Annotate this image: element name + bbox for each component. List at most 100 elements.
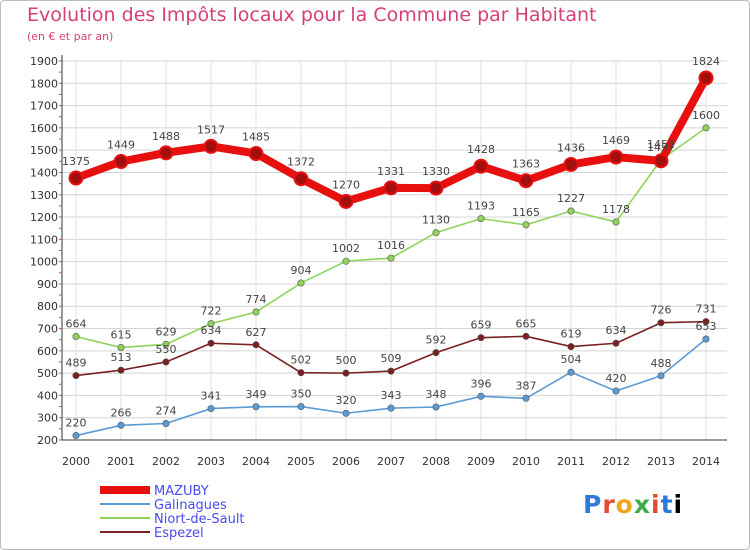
data-label: 1331 bbox=[377, 165, 405, 178]
chart-title: Evolution des Impôts locaux pour la Comm… bbox=[27, 4, 597, 26]
x-tick-label: 2007 bbox=[377, 455, 405, 468]
data-label: 1485 bbox=[242, 131, 270, 144]
y-tick-label: 1000 bbox=[30, 256, 58, 269]
data-point bbox=[563, 156, 579, 172]
data-point bbox=[522, 332, 530, 340]
x-tick-label: 2013 bbox=[647, 455, 675, 468]
x-tick-label: 2010 bbox=[512, 455, 540, 468]
axes: 200 300 400 500 600 700 800 900 1000 1100 1200 1300… bbox=[30, 55, 727, 468]
data-label: 513 bbox=[111, 351, 132, 364]
data-label: 1165 bbox=[512, 206, 540, 219]
data-label: 509 bbox=[381, 352, 402, 365]
data-point bbox=[428, 180, 444, 196]
x-tick-label: 2006 bbox=[332, 455, 360, 468]
data-label: 1449 bbox=[107, 139, 135, 152]
data-point bbox=[203, 138, 219, 154]
data-point bbox=[567, 207, 575, 215]
data-point bbox=[252, 341, 260, 349]
data-label: 731 bbox=[696, 303, 717, 316]
data-point bbox=[522, 394, 530, 402]
data-label: 266 bbox=[111, 406, 132, 419]
data-label: 664 bbox=[66, 318, 87, 331]
data-point bbox=[72, 333, 80, 341]
data-label: 629 bbox=[156, 325, 177, 338]
data-point bbox=[567, 368, 575, 376]
data-label: 1600 bbox=[692, 109, 720, 122]
data-point bbox=[162, 340, 170, 348]
y-tick-label: 1700 bbox=[30, 100, 58, 113]
data-label: 615 bbox=[111, 328, 132, 341]
y-tick-label: 1100 bbox=[30, 233, 58, 246]
data-point bbox=[117, 366, 125, 374]
data-label: 504 bbox=[561, 353, 582, 366]
data-point bbox=[387, 404, 395, 412]
data-point bbox=[477, 334, 485, 342]
y-tick-label: 800 bbox=[37, 300, 58, 313]
data-label: 1270 bbox=[332, 178, 360, 191]
data-label: 653 bbox=[696, 320, 717, 333]
data-label: 420 bbox=[606, 372, 627, 385]
data-label: 1330 bbox=[422, 165, 450, 178]
y-tick-label: 300 bbox=[37, 412, 58, 425]
data-label: 220 bbox=[66, 417, 87, 430]
data-label: 1016 bbox=[377, 239, 405, 252]
data-point bbox=[387, 254, 395, 262]
data-point bbox=[698, 70, 714, 86]
data-point bbox=[113, 154, 129, 170]
data-label: 722 bbox=[201, 305, 222, 318]
data-label: 274 bbox=[156, 405, 177, 418]
data-point bbox=[338, 193, 354, 209]
data-label: 489 bbox=[66, 357, 87, 370]
data-point bbox=[477, 392, 485, 400]
data-point bbox=[473, 158, 489, 174]
data-label: 1178 bbox=[602, 203, 630, 216]
data-point bbox=[342, 369, 350, 377]
x-tick-label: 2014 bbox=[692, 455, 720, 468]
x-tick-label: 2005 bbox=[287, 455, 315, 468]
legend-label: Galinagues bbox=[154, 498, 227, 513]
data-label: 634 bbox=[606, 324, 627, 337]
y-tick-label: 1900 bbox=[30, 55, 58, 68]
data-label: 634 bbox=[201, 324, 222, 337]
data-point bbox=[342, 409, 350, 417]
data-point bbox=[702, 335, 710, 343]
data-point bbox=[612, 218, 620, 226]
data-point bbox=[117, 343, 125, 351]
x-tick-label: 2003 bbox=[197, 455, 225, 468]
data-label: 350 bbox=[291, 388, 312, 401]
data-label: 1469 bbox=[602, 134, 630, 147]
data-point bbox=[248, 146, 264, 162]
data-point bbox=[162, 420, 170, 428]
data-label: 1436 bbox=[557, 141, 585, 154]
data-label: 1130 bbox=[422, 214, 450, 227]
data-point bbox=[518, 173, 534, 189]
y-tick-label: 900 bbox=[37, 278, 58, 291]
data-label: 341 bbox=[201, 390, 222, 403]
data-point bbox=[432, 229, 440, 237]
data-point bbox=[702, 124, 710, 132]
data-point bbox=[387, 367, 395, 375]
data-label: 1372 bbox=[287, 156, 315, 169]
data-label: 1363 bbox=[512, 158, 540, 171]
data-label: 387 bbox=[516, 379, 537, 392]
data-label: 343 bbox=[381, 389, 402, 402]
data-label: 1488 bbox=[152, 130, 180, 143]
data-point bbox=[612, 339, 620, 347]
y-tick-label: 600 bbox=[37, 345, 58, 358]
data-label: 500 bbox=[336, 354, 357, 367]
x-tick-label: 2004 bbox=[242, 455, 270, 468]
data-label: 1428 bbox=[467, 143, 495, 156]
data-label: 1452 bbox=[647, 138, 675, 151]
y-tick-label: 1500 bbox=[30, 144, 58, 157]
data-label: 774 bbox=[246, 293, 267, 306]
y-tick-label: 500 bbox=[37, 367, 58, 380]
data-point bbox=[297, 403, 305, 411]
data-point bbox=[117, 421, 125, 429]
data-point bbox=[653, 153, 669, 169]
x-tick-label: 2012 bbox=[602, 455, 630, 468]
data-label: 627 bbox=[246, 326, 267, 339]
data-point bbox=[297, 369, 305, 377]
data-point bbox=[207, 405, 215, 413]
legend-label: Niort-de-Sault bbox=[154, 512, 245, 527]
data-label: 659 bbox=[471, 319, 492, 332]
